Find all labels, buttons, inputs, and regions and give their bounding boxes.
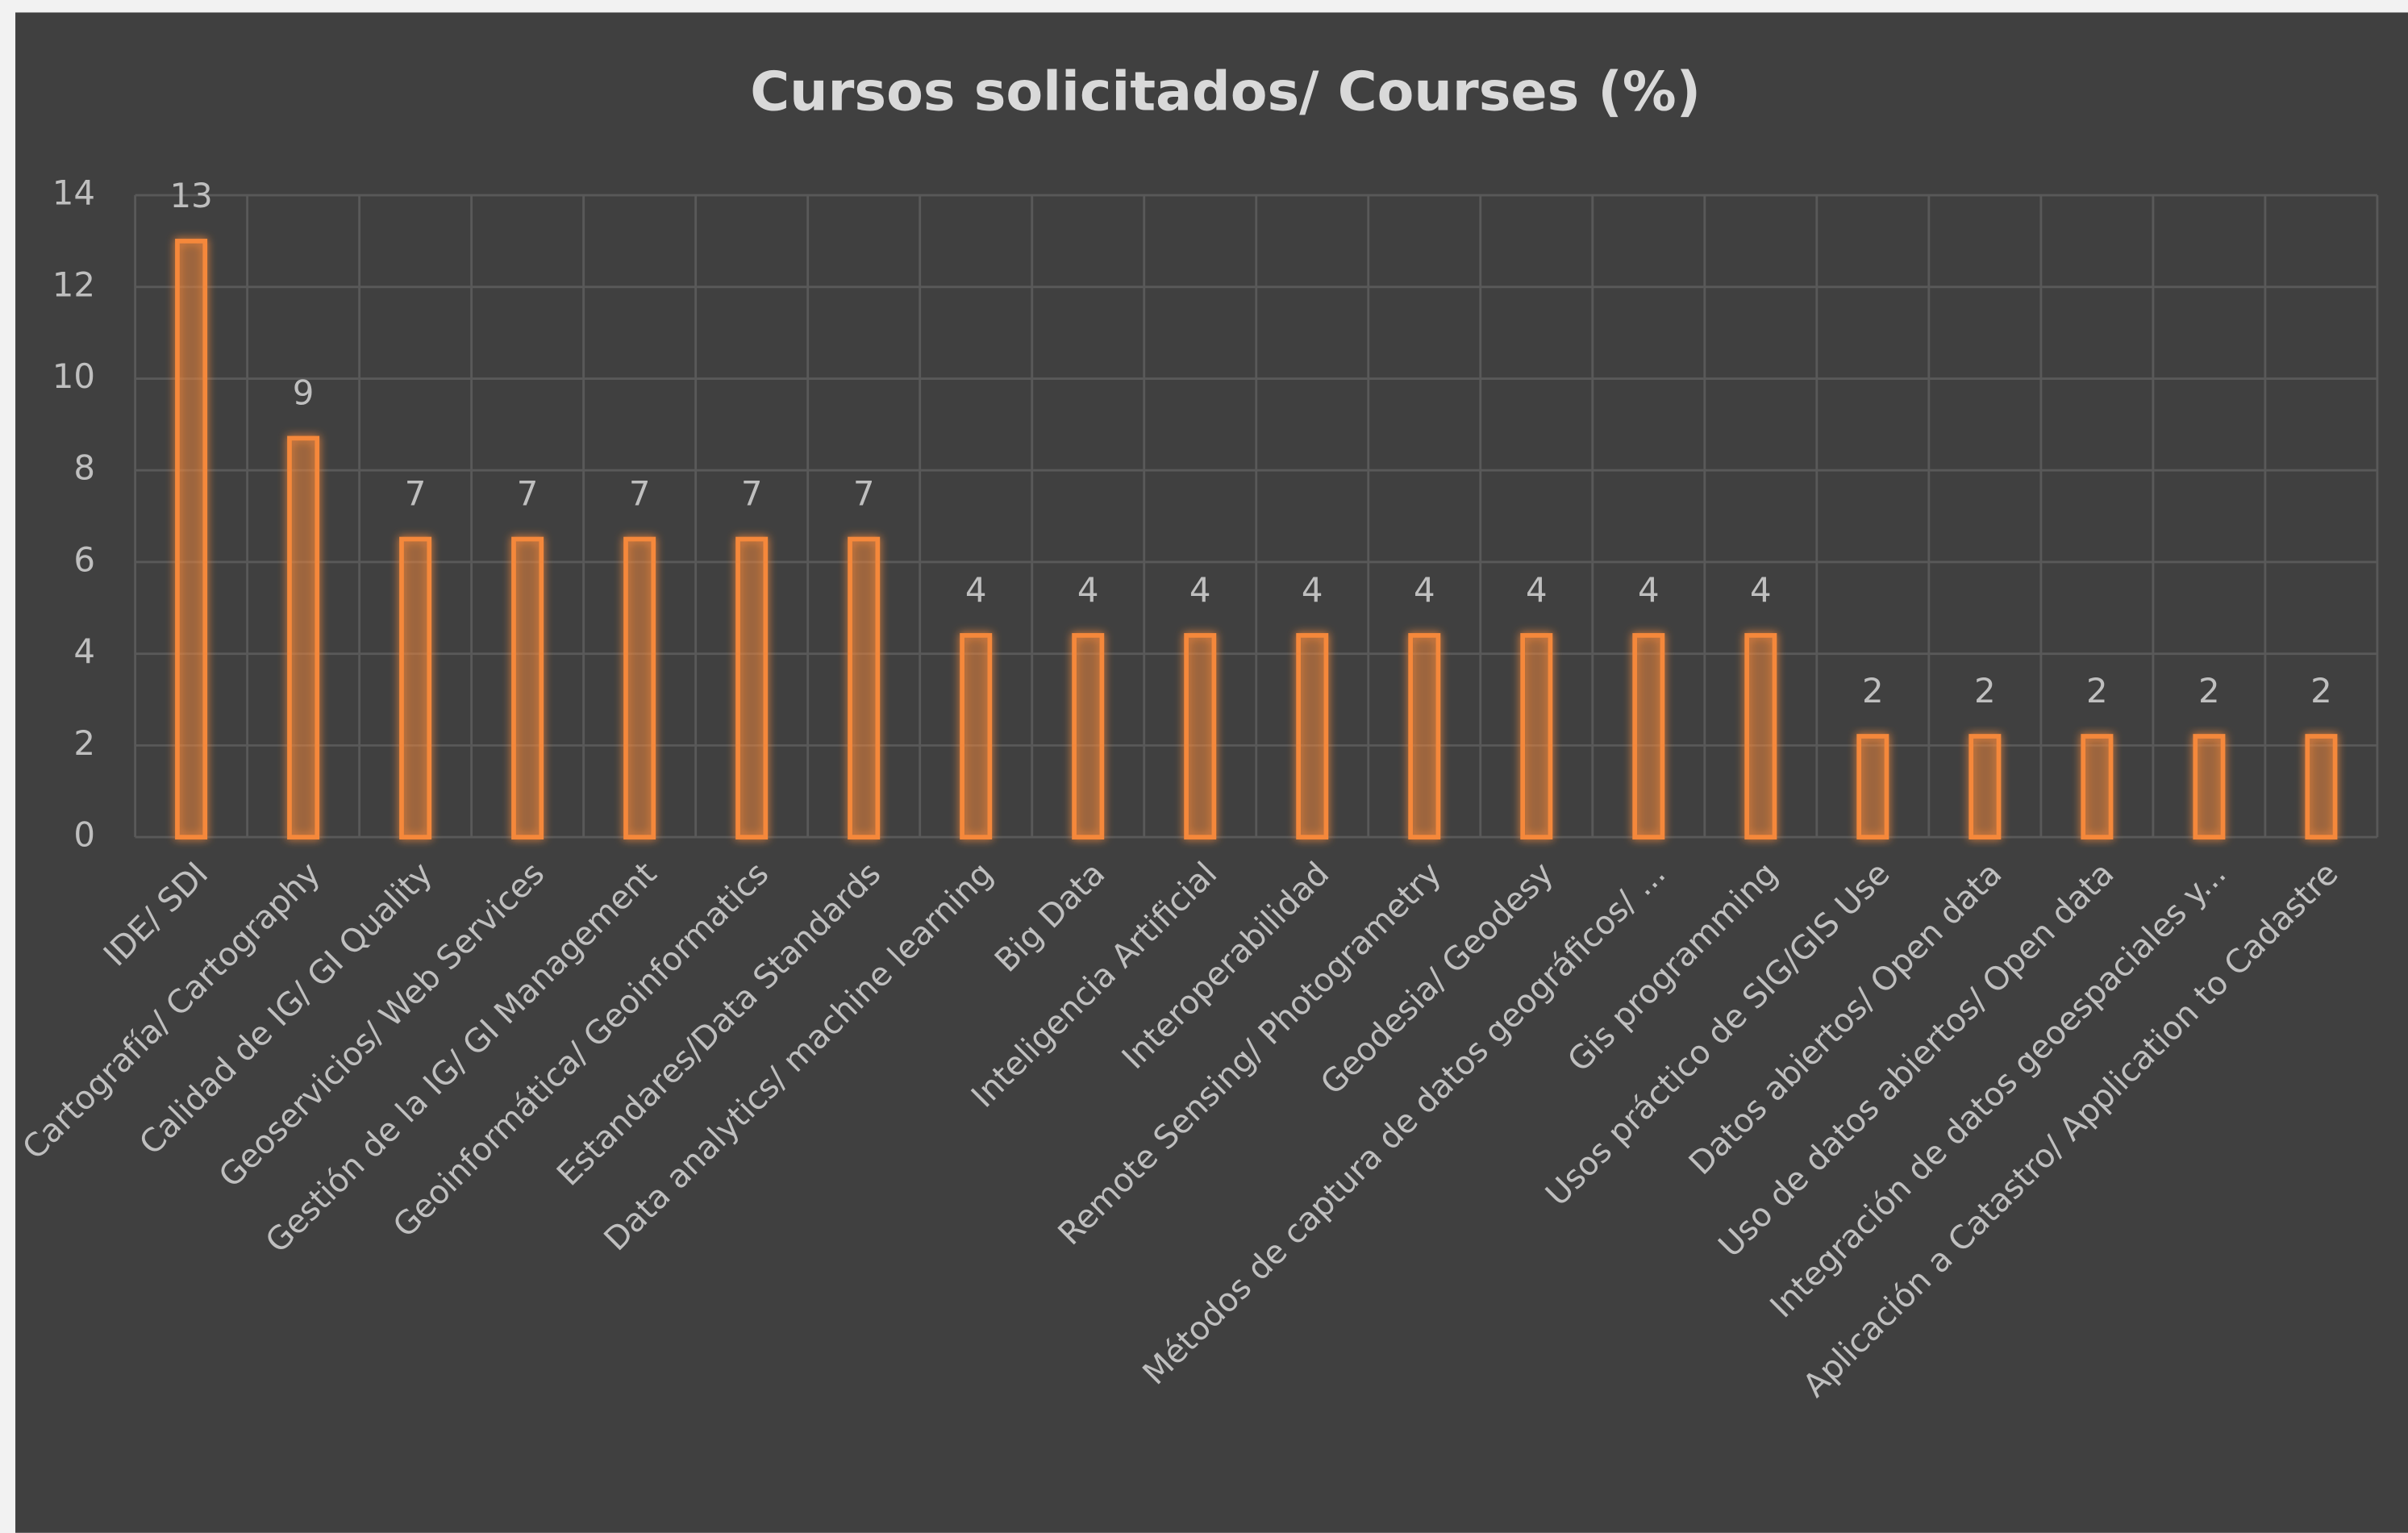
data-label: 4 (1302, 570, 1323, 610)
bar (175, 239, 208, 839)
y-tick-label: 0 (73, 815, 95, 855)
bar (287, 435, 320, 839)
bar (1520, 633, 1553, 839)
bar (399, 536, 432, 839)
data-label: 2 (2198, 671, 2220, 710)
y-tick-label: 4 (73, 631, 95, 671)
data-label: 4 (1750, 570, 1772, 610)
data-label: 4 (1414, 570, 1435, 610)
bar (1968, 734, 2002, 839)
data-label: 7 (517, 474, 539, 514)
y-tick-label: 2 (73, 723, 95, 763)
bar (1632, 633, 1665, 839)
bar (1856, 734, 1889, 839)
bar (1296, 633, 1329, 839)
data-label: 2 (2310, 671, 2332, 710)
bar (848, 536, 881, 839)
chart-title: Cursos solicitados/ Courses (%) (750, 60, 1701, 123)
bar (1744, 633, 1777, 839)
bar (511, 536, 544, 839)
bar (1072, 633, 1105, 839)
bar (2081, 734, 2114, 839)
data-label: 7 (629, 474, 651, 514)
data-label: 4 (1077, 570, 1099, 610)
data-label: 7 (741, 474, 763, 514)
data-label: 7 (405, 474, 427, 514)
bar (2305, 734, 2338, 839)
bar (1408, 633, 1441, 839)
data-label: 4 (965, 570, 987, 610)
y-tick-label: 12 (52, 265, 95, 304)
data-label: 7 (853, 474, 875, 514)
bar (623, 536, 656, 839)
bar (735, 536, 769, 839)
data-label: 2 (2086, 671, 2108, 710)
data-label: 2 (1862, 671, 1884, 710)
data-label: 2 (1974, 671, 1996, 710)
data-label: 4 (1189, 570, 1211, 610)
data-label: 4 (1526, 570, 1548, 610)
data-label: 4 (1638, 570, 1660, 610)
y-tick-label: 6 (73, 539, 95, 579)
bar (1184, 633, 1217, 839)
y-tick-label: 14 (52, 173, 95, 213)
data-label: 9 (293, 373, 315, 413)
y-tick-label: 10 (52, 356, 95, 396)
data-label: 13 (169, 176, 212, 215)
bar (960, 633, 993, 839)
y-tick-label: 8 (73, 448, 95, 488)
bar (2193, 734, 2226, 839)
